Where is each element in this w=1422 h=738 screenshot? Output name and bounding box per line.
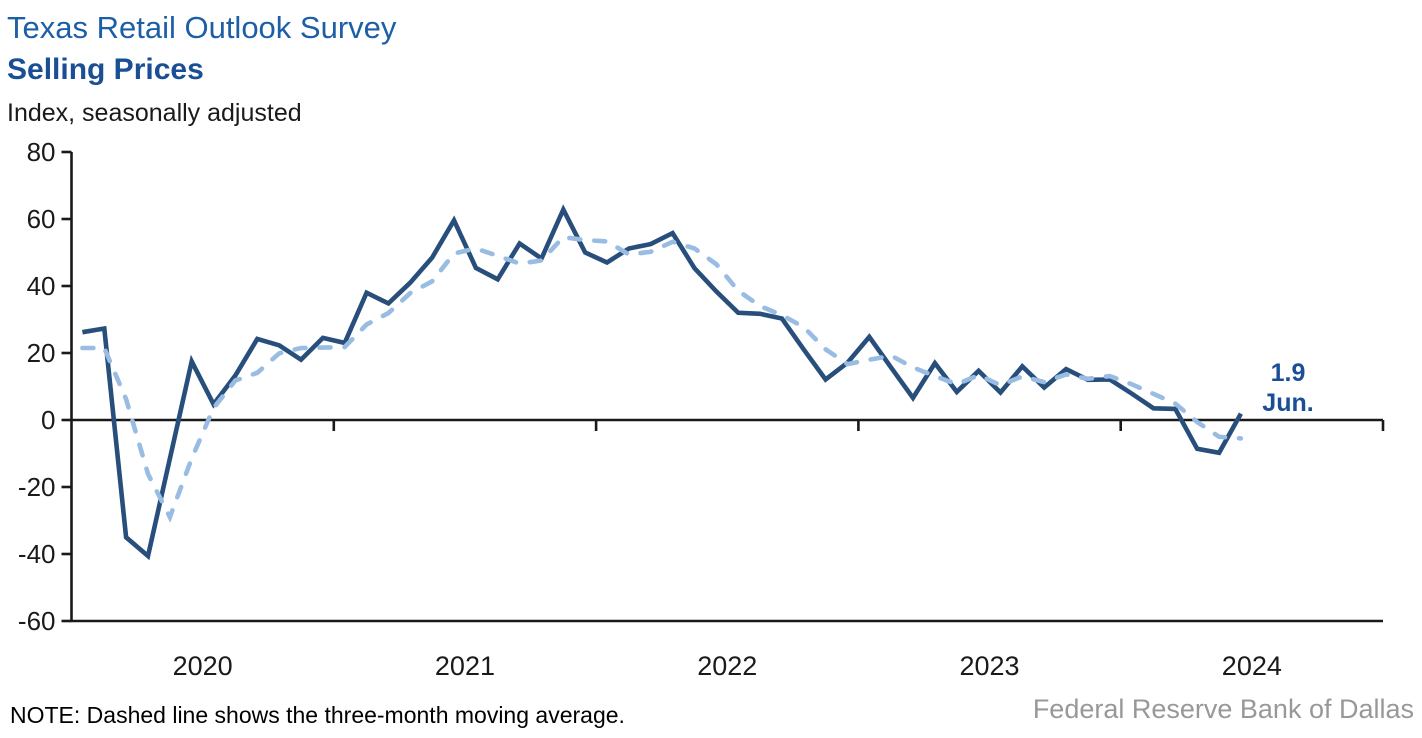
source-credit: Federal Reserve Bank of Dallas	[1032, 694, 1414, 724]
y-axis-label: 0	[41, 405, 55, 435]
unit-label: Index, seasonally adjusted	[7, 99, 302, 127]
y-axis-label: -40	[18, 539, 56, 569]
x-axis-year-label: 2021	[435, 651, 495, 681]
last-value-number: 1.9	[1270, 359, 1306, 387]
y-axis-label: 80	[27, 137, 56, 167]
page-title: Texas Retail Outlook Survey	[7, 10, 397, 45]
y-axis-label: 40	[27, 271, 56, 301]
y-axis-label: -20	[18, 472, 56, 502]
selling-prices-line	[82, 204, 1243, 561]
x-axis-year-label: 2020	[173, 651, 233, 681]
y-axis-label: 60	[27, 204, 56, 234]
last-value-month: Jun.	[1262, 389, 1314, 417]
footnote: NOTE: Dashed line shows the three-month …	[10, 702, 625, 728]
moving-average-line	[80, 234, 1244, 523]
x-axis-year-label: 2022	[697, 651, 757, 681]
y-axis-label: -60	[18, 606, 56, 636]
x-axis-year-label: 2023	[960, 651, 1020, 681]
last-value-annotation: 1.9 Jun.	[1243, 358, 1333, 418]
x-axis-year-label: 2024	[1222, 651, 1282, 681]
chart-subtitle: Selling Prices	[7, 53, 204, 86]
y-axis-label: 20	[27, 338, 56, 368]
